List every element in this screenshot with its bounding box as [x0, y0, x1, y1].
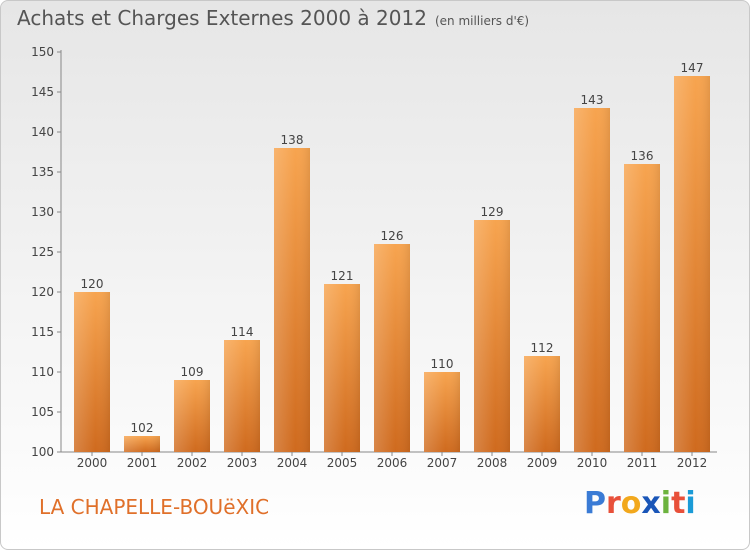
logo-letter: x — [641, 486, 661, 521]
bar-value-label: 129 — [481, 205, 504, 219]
bar-shade — [124, 436, 160, 452]
y-tick-label: 100 — [31, 445, 54, 459]
proxiti-logo: Proxiti — [584, 486, 696, 521]
y-tick-label: 145 — [31, 85, 54, 99]
chart-subtitle: (en milliers d'€) — [434, 14, 530, 28]
x-tick-label: 2007 — [427, 456, 458, 470]
y-tick-label: 115 — [31, 325, 54, 339]
bar-shade — [474, 220, 510, 452]
bar-value-label: 136 — [631, 149, 654, 163]
bar-value-label: 120 — [81, 277, 104, 291]
bar-shade — [374, 244, 410, 452]
bar-shade — [624, 164, 660, 452]
bar-shade — [324, 284, 360, 452]
y-tick-label: 120 — [31, 285, 54, 299]
y-tick-label: 140 — [31, 125, 54, 139]
bar-shade — [424, 372, 460, 452]
bar-value-label: 143 — [581, 93, 604, 107]
x-tick-label: 2009 — [527, 456, 558, 470]
x-tick-label: 2004 — [277, 456, 308, 470]
bar-shade — [674, 76, 710, 452]
bar-value-label: 109 — [181, 365, 204, 379]
bar-value-label: 126 — [381, 229, 404, 243]
logo-letter: i — [660, 486, 672, 521]
x-tick-label: 2003 — [227, 456, 258, 470]
bar-shade — [274, 148, 310, 452]
x-tick-label: 2002 — [177, 456, 208, 470]
x-tick-label: 2000 — [77, 456, 108, 470]
logo-letter: o — [620, 486, 642, 521]
bar-value-label: 114 — [231, 325, 254, 339]
bar-value-label: 110 — [431, 357, 454, 371]
x-tick-label: 2005 — [327, 456, 358, 470]
bar-shade — [224, 340, 260, 452]
logo-letter: i — [685, 486, 696, 521]
bar-shade — [524, 356, 560, 452]
y-tick-label: 110 — [31, 365, 54, 379]
bar-value-label: 112 — [531, 341, 554, 355]
y-tick-label: 150 — [31, 45, 54, 59]
logo-letter: P — [584, 486, 606, 521]
chart-title: Achats et Charges Externes 2000 à 2012 (e… — [17, 6, 529, 30]
x-tick-label: 2010 — [577, 456, 608, 470]
logo-letter: r — [606, 486, 621, 521]
logo-letter: t — [671, 486, 686, 521]
bar-value-label: 102 — [131, 421, 154, 435]
bar-shade — [174, 380, 210, 452]
chart-title-text: Achats et Charges Externes 2000 à 2012 — [17, 6, 427, 30]
commune-name: LA CHAPELLE-BOUëXIC — [39, 495, 270, 519]
bar-value-label: 121 — [331, 269, 354, 283]
y-tick-label: 130 — [31, 205, 54, 219]
x-tick-label: 2011 — [627, 456, 658, 470]
bar-value-label: 147 — [681, 61, 704, 75]
x-tick-label: 2012 — [677, 456, 708, 470]
x-tick-label: 2006 — [377, 456, 408, 470]
bar-shade — [74, 292, 110, 452]
bar-shade — [574, 108, 610, 452]
bar-value-label: 138 — [281, 133, 304, 147]
x-tick-label: 2008 — [477, 456, 508, 470]
y-tick-label: 135 — [31, 165, 54, 179]
y-tick-label: 105 — [31, 405, 54, 419]
y-tick-label: 125 — [31, 245, 54, 259]
x-tick-label: 2001 — [127, 456, 158, 470]
